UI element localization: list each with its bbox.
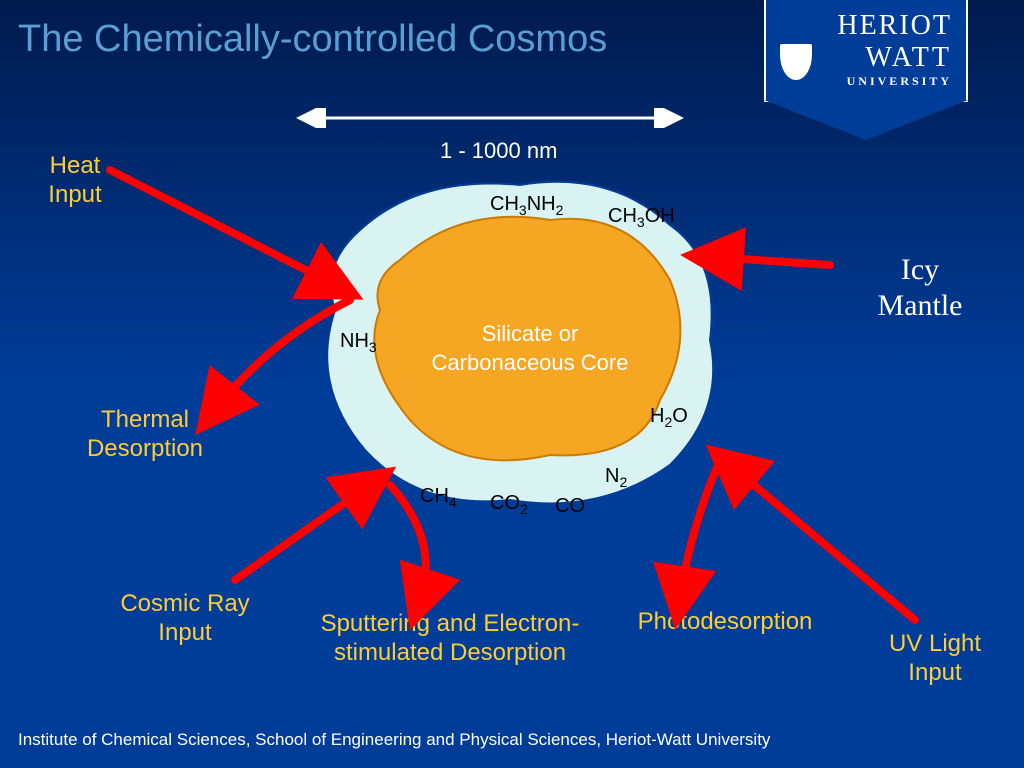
core-label: Silicate or Carbonaceous Core xyxy=(430,320,630,377)
label-heat-input: Heat Input xyxy=(30,152,120,210)
molecule-label: CH3OH xyxy=(608,205,675,230)
molecule-label: CH4 xyxy=(420,485,457,510)
molecule-label: CO xyxy=(555,495,585,518)
label-cosmic-ray: Cosmic Ray Input xyxy=(100,590,270,648)
slide: The Chemically-controlled Cosmos HERIOT … xyxy=(0,0,1024,768)
arrow-uv-in xyxy=(730,465,915,620)
logo-line1: HERIOT xyxy=(766,10,952,42)
label-photodesorp: Photodesorption xyxy=(620,608,830,637)
label-thermal-desorp: Thermal Desorption xyxy=(80,406,210,464)
label-uv-light: UV Light Input xyxy=(880,630,990,688)
label-icy-mantle: Icy Mantle xyxy=(860,252,980,324)
molecule-label: N2 xyxy=(605,465,627,490)
scale-arrow xyxy=(290,108,690,128)
footer: Institute of Chemical Sciences, School o… xyxy=(18,730,770,750)
molecule-label: CO2 xyxy=(490,492,528,517)
university-logo: HERIOT WATT UNIVERSITY xyxy=(764,0,994,150)
molecule-label: H2O xyxy=(650,405,688,430)
molecule-label: NH3 xyxy=(340,330,377,355)
molecule-label: CH3NH2 xyxy=(490,193,563,218)
label-sputtering: Sputtering and Electron-stimulated Desor… xyxy=(300,610,600,668)
slide-title: The Chemically-controlled Cosmos xyxy=(18,18,607,61)
scale-label: 1 - 1000 nm xyxy=(440,138,557,164)
